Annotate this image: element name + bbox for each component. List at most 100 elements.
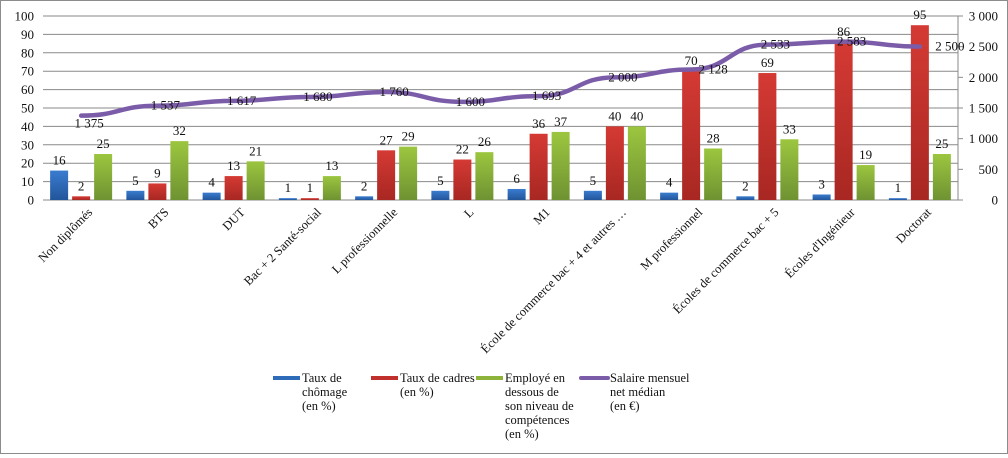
bar-data-label: 5: [590, 173, 597, 188]
left-tick-label: 0: [28, 193, 35, 208]
left-tick-label: 50: [21, 101, 34, 116]
bar-data-label: 4: [208, 175, 215, 190]
salary-line-path: [78, 39, 923, 118]
bar-executives-4: [377, 150, 396, 200]
salary-data-label: 1 537: [151, 98, 181, 113]
bar-data-label: 2: [361, 178, 368, 193]
bar-data-label: 69: [761, 55, 774, 70]
bar-underemployed-10: [856, 165, 875, 200]
legend-label: Employé en: [505, 371, 566, 385]
bar-unemployment-10: [812, 194, 831, 200]
salary-data-label: 1 760: [380, 84, 409, 99]
left-tick-label: 40: [21, 119, 34, 134]
legend-swatch: [476, 376, 503, 380]
gridlines: [43, 15, 958, 201]
bar-unemployment-6: [507, 188, 526, 200]
bar-executives-7: [605, 126, 624, 200]
left-tick-label: 90: [21, 27, 34, 42]
bar-data-label: 9: [154, 165, 161, 180]
bar-data-label: 19: [859, 147, 872, 162]
bar-data-label: 37: [554, 114, 568, 129]
category-label: Écoles d'Ingénieur: [782, 205, 858, 281]
salary-data-label: 2 128: [699, 61, 728, 76]
bar-unemployment-8: [660, 192, 679, 200]
left-tick-label: 10: [21, 174, 34, 189]
bar-underemployed-11: [932, 154, 951, 200]
bar-data-label: 22: [456, 142, 469, 157]
salary-data-label: 1 375: [75, 116, 104, 131]
salary-line: [78, 39, 923, 118]
category-label: L: [461, 205, 476, 220]
bar-data-label: 21: [249, 143, 262, 158]
bar-unemployment-9: [736, 196, 755, 200]
category-label: M1: [531, 205, 553, 227]
legend-label: (en %): [400, 385, 434, 399]
salary-data-label: 1 617: [227, 93, 257, 108]
bar-data-label: 95: [913, 7, 926, 22]
left-tick-label: 20: [21, 156, 34, 171]
bar-executives-10: [834, 41, 853, 201]
bar-data-label: 2: [742, 178, 749, 193]
bar-data-label: 4: [666, 175, 673, 190]
right-tick-label: 0: [992, 193, 999, 208]
bar-executives-9: [758, 73, 777, 200]
bar-data-label: 27: [380, 132, 394, 147]
salary-data-label: 1 600: [456, 94, 485, 109]
salary-data-label: 2 500: [935, 39, 964, 54]
bar-data-label: 86: [837, 24, 851, 39]
bar-unemployment-11: [888, 198, 907, 200]
bar-underemployed-1: [170, 141, 189, 200]
bar-data-label: 32: [173, 123, 186, 138]
legend-label: son niveau de: [505, 399, 574, 413]
legend-label: Taux de cadres: [400, 371, 475, 385]
left-tick-label: 100: [15, 9, 35, 24]
right-tick-label: 2 500: [969, 39, 998, 54]
bar-executives-2: [224, 176, 243, 200]
legend-label: chômage: [302, 385, 348, 399]
bar-executives-8: [682, 71, 701, 200]
legend-label: dessous de: [505, 385, 559, 399]
left-tick-label: 30: [21, 137, 34, 152]
bar-underemployed-6: [551, 131, 570, 200]
bar-data-label: 70: [685, 53, 698, 68]
category-label: DUT: [220, 205, 248, 233]
bar-data-label: 3: [818, 176, 825, 191]
bar-data-label: 13: [325, 158, 338, 173]
bar-data-label: 1: [895, 180, 902, 195]
right-tick-label: 1 500: [969, 101, 998, 116]
legend-label: compétences: [505, 413, 570, 427]
right-tick-label: 500: [979, 162, 999, 177]
bar-data-label: 1: [285, 180, 292, 195]
bar-data-label: 1: [307, 180, 314, 195]
bar-unemployment-0: [50, 170, 69, 200]
legend-label: Taux de: [302, 371, 342, 385]
legend-label: (en %): [302, 399, 336, 413]
salary-data-label: 1 693: [532, 88, 561, 103]
legend-label: Salaire mensuel: [610, 371, 690, 385]
salary-data-label: 2 533: [761, 37, 790, 52]
bar-executives-0: [72, 196, 91, 200]
bar-data-label: 29: [402, 129, 415, 144]
bar-underemployed-7: [627, 126, 646, 200]
bar-executives-3: [300, 198, 319, 200]
category-label: M professionnel: [638, 205, 706, 273]
bar-unemployment-7: [583, 190, 602, 200]
left-tick-label: 60: [21, 82, 34, 97]
bar-executives-11: [910, 25, 929, 201]
bar-underemployed-5: [475, 152, 494, 200]
legend-label: (en €): [610, 399, 640, 413]
bar-data-label: 5: [132, 173, 139, 188]
right-axis: 0 500 1 000 1 500 2 000 2 500 3 000: [957, 9, 999, 208]
left-tick-label: 80: [21, 45, 34, 60]
bar-executives-6: [529, 133, 548, 200]
bar-underemployed-3: [322, 176, 341, 200]
category-label: Non diplômés: [36, 205, 96, 265]
bar-data-label: 36: [532, 116, 546, 131]
